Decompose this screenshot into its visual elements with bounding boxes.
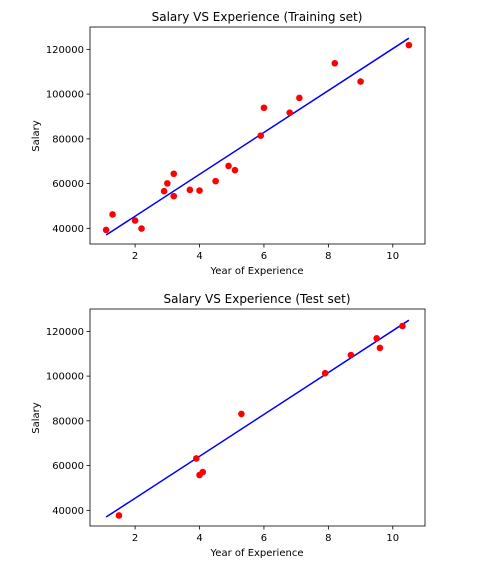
y-tick-label: 120000 [46,327,84,338]
data-point [405,41,413,49]
data-point [196,187,203,194]
data-point [170,192,178,200]
y-tick-label: 100000 [46,372,84,383]
y-tick-label: 100000 [46,90,84,101]
x-tick-label: 6 [261,251,267,262]
regression-line [105,319,410,518]
data-point [357,78,364,85]
data-point [212,177,219,185]
data-point [376,344,384,352]
x-tick-label: 4 [196,251,202,262]
y-tick-label: 40000 [52,506,84,517]
plot-area [89,308,426,527]
x-tick-label: 4 [196,533,202,544]
data-point [257,132,265,140]
x-tick-label: 10 [386,533,399,544]
y-tick-label: 40000 [52,224,84,235]
data-point [160,187,168,195]
x-axis-label: Year of Experience [210,266,304,277]
x-tick-label: 6 [261,533,267,544]
x-tick-label: 10 [386,251,399,262]
x-tick-label: 2 [132,251,138,262]
data-point [286,109,294,116]
data-point [231,166,239,174]
data-point [199,468,207,476]
x-axis-label: Year of Experience [210,548,304,559]
data-point [399,322,406,330]
data-point [115,512,123,519]
data-point [164,180,171,187]
y-tick-label: 60000 [52,179,84,190]
chart-title: Salary VS Experience (Test set) [163,292,350,306]
data-point [225,162,232,170]
regression-line [105,37,410,236]
training-set-chart: Salary VS Experience (Training set) 4000… [31,10,426,277]
x-tick-label: 8 [325,251,331,262]
data-point [138,225,145,232]
plot-area [89,26,426,245]
y-axis-label: Salary [31,120,42,151]
data-point [102,226,110,234]
y-tick-label: 60000 [52,461,84,472]
x-tick-label: 2 [132,533,138,544]
data-point [373,335,380,342]
data-point [170,170,178,178]
y-tick-label: 80000 [52,416,84,427]
data-point [192,455,200,462]
data-point [260,104,268,112]
data-point [131,217,139,224]
data-point [321,369,329,377]
data-point [109,211,116,218]
y-tick-label: 80000 [52,134,84,145]
y-tick-label: 120000 [46,45,84,56]
x-tick-label: 8 [325,533,331,544]
data-point [238,410,245,418]
data-point [347,351,355,359]
test-set-chart: Salary VS Experience (Test set) 40000 600… [31,292,426,559]
data-point [296,94,303,102]
y-axis-label: Salary [31,402,42,433]
chart-title: Salary VS Experience (Training set) [152,10,363,24]
data-point [186,186,194,194]
data-point [331,59,339,67]
